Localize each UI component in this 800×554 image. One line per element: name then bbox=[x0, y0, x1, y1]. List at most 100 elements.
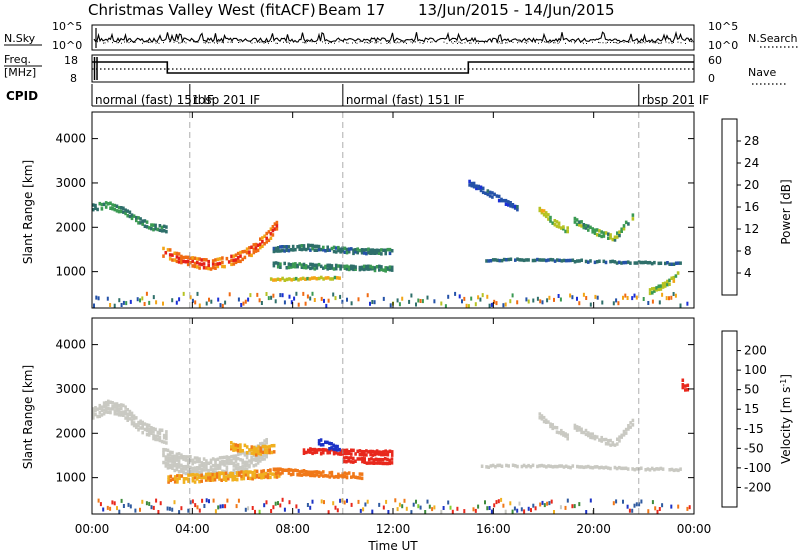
echo-cell bbox=[171, 298, 174, 303]
echo-cell bbox=[120, 209, 123, 214]
echo-cell bbox=[222, 477, 226, 481]
echo-cell bbox=[94, 412, 97, 417]
echo-cell bbox=[598, 233, 601, 238]
echo-cell bbox=[300, 263, 304, 267]
echo-cell bbox=[270, 444, 274, 448]
echo-cell bbox=[167, 478, 170, 482]
echo-cell bbox=[196, 477, 199, 481]
echo-cell bbox=[567, 465, 570, 469]
echo-cell bbox=[373, 268, 377, 273]
echo-cell bbox=[232, 454, 236, 458]
echo-cell bbox=[447, 500, 450, 505]
echo-cell bbox=[349, 460, 353, 464]
echo-cell bbox=[585, 510, 588, 514]
echo-cell bbox=[242, 301, 245, 306]
echo-cell bbox=[245, 251, 249, 255]
echo-cell bbox=[258, 475, 261, 479]
echo-cell bbox=[593, 228, 597, 232]
echo-cell bbox=[311, 291, 314, 296]
echo-cell bbox=[347, 471, 351, 475]
echo-cell bbox=[332, 447, 335, 451]
echo-cell bbox=[343, 451, 347, 456]
echo-cell bbox=[225, 256, 229, 261]
echo-cell bbox=[230, 441, 233, 445]
echo-cell bbox=[196, 265, 199, 269]
echo-cell bbox=[306, 294, 309, 299]
echo-cell bbox=[317, 474, 321, 478]
echo-cell bbox=[214, 458, 217, 462]
echo-cell bbox=[175, 259, 179, 264]
echo-cell bbox=[234, 457, 238, 461]
echo-cell bbox=[287, 262, 291, 266]
echo-cell bbox=[332, 501, 335, 506]
echo-cell bbox=[196, 260, 199, 265]
echo-cell bbox=[620, 229, 623, 233]
echo-cell bbox=[326, 263, 329, 268]
echo-cell bbox=[551, 221, 554, 225]
echo-cell bbox=[263, 234, 266, 238]
echo-cell bbox=[544, 420, 548, 424]
echo-cell bbox=[352, 264, 355, 269]
echo-cell bbox=[211, 259, 215, 263]
echo-cell bbox=[544, 418, 548, 423]
echo-cell bbox=[500, 464, 504, 468]
echo-cell bbox=[584, 226, 588, 230]
nsky-label: N.Sky bbox=[4, 32, 36, 45]
echo-cell bbox=[371, 509, 374, 514]
echo-cell bbox=[326, 267, 329, 271]
echo-cell bbox=[145, 428, 149, 433]
echo-cell bbox=[328, 248, 332, 252]
echo-cell bbox=[330, 470, 334, 475]
echo-cell bbox=[234, 463, 238, 467]
echo-cell bbox=[152, 227, 155, 232]
echo-cell bbox=[191, 476, 195, 481]
echo-cell bbox=[646, 467, 650, 471]
echo-cell bbox=[184, 458, 188, 462]
echo-cell bbox=[120, 406, 123, 411]
echo-cell bbox=[431, 507, 434, 512]
noise-right-tick-bottom: 10^0 bbox=[708, 39, 738, 52]
echo-cell bbox=[584, 465, 588, 469]
echo-cell bbox=[139, 419, 142, 423]
echo-cell bbox=[98, 403, 102, 408]
echo-cell bbox=[184, 255, 188, 259]
echo-cell bbox=[122, 206, 125, 210]
echo-cell bbox=[233, 474, 237, 479]
echo-cell bbox=[148, 501, 151, 506]
echo-cell bbox=[268, 450, 271, 455]
echo-cell bbox=[265, 292, 268, 296]
echo-cell bbox=[281, 471, 284, 475]
echo-cell bbox=[613, 443, 617, 447]
echo-cell bbox=[300, 473, 304, 477]
echo-cell bbox=[322, 266, 325, 270]
echo-cell bbox=[386, 457, 389, 462]
echo-cell bbox=[115, 204, 119, 208]
echo-cell bbox=[226, 498, 229, 503]
echo-cell bbox=[486, 506, 489, 511]
echo-cell bbox=[171, 253, 174, 257]
echo-cell bbox=[651, 299, 654, 304]
echo-cell bbox=[615, 261, 619, 265]
echo-cell bbox=[266, 475, 270, 480]
echo-cell bbox=[252, 243, 256, 247]
echo-cell bbox=[271, 233, 275, 237]
echo-cell bbox=[224, 300, 227, 305]
echo-cell bbox=[317, 448, 321, 452]
echo-cell bbox=[168, 248, 172, 252]
echo-cell bbox=[654, 506, 657, 511]
echo-cell bbox=[624, 220, 628, 225]
echo-cell bbox=[213, 472, 217, 477]
echo-cell bbox=[263, 242, 266, 246]
echo-cell bbox=[494, 465, 497, 469]
echo-cell bbox=[336, 276, 339, 280]
echo-cell bbox=[281, 276, 284, 281]
echo-cell bbox=[162, 246, 165, 251]
echo-cell bbox=[456, 506, 459, 511]
echo-cell bbox=[653, 260, 656, 265]
echo-cell bbox=[136, 297, 139, 302]
echo-cell bbox=[168, 450, 172, 454]
echo-cell bbox=[491, 463, 495, 468]
echo-cell bbox=[214, 509, 217, 514]
echo-cell bbox=[270, 509, 273, 513]
echo-cell bbox=[223, 469, 226, 474]
